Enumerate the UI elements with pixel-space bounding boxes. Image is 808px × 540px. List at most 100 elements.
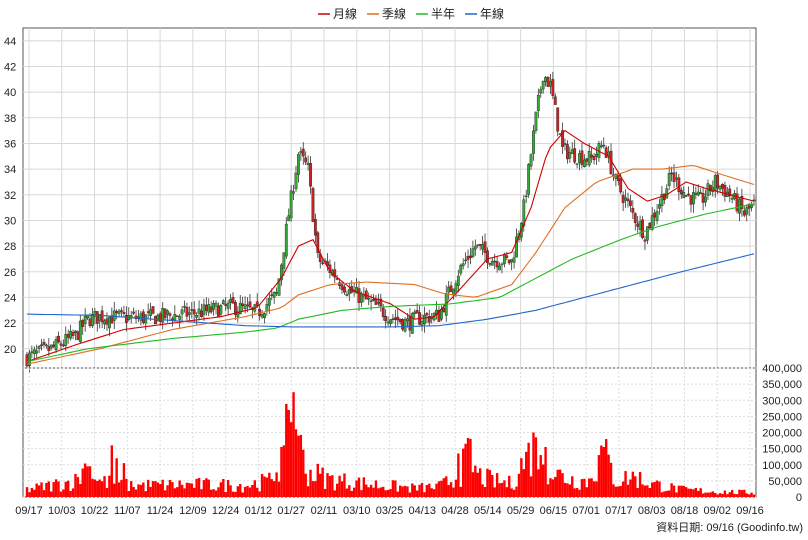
- candle-body: [292, 191, 295, 194]
- volume-bar: [190, 483, 193, 497]
- candle-body: [575, 163, 579, 165]
- candle-body: [541, 80, 545, 90]
- candle-body: [367, 297, 371, 300]
- volume-bar: [483, 487, 487, 497]
- candle-body: [71, 332, 75, 336]
- candle-body: [115, 311, 119, 314]
- volume-bar: [91, 478, 94, 497]
- candle-body: [132, 311, 136, 314]
- volume-bar: [452, 487, 455, 497]
- candle-body: [466, 256, 470, 260]
- candle-body: [270, 294, 274, 296]
- volume-bar: [694, 487, 698, 497]
- price-ytick-11: 42: [4, 61, 16, 73]
- candle-body: [452, 288, 455, 296]
- volume-bar: [367, 487, 370, 497]
- volume-bar: [493, 487, 496, 497]
- candle-body: [476, 244, 480, 246]
- volume-bar: [498, 483, 501, 497]
- candle-body: [40, 344, 43, 346]
- candle-body: [306, 162, 310, 165]
- volume-bar: [316, 463, 319, 497]
- candle-body: [374, 298, 378, 305]
- volume-bar: [711, 491, 715, 497]
- candle-body: [536, 94, 540, 111]
- volume-bar: [328, 476, 332, 497]
- candle-body: [694, 192, 698, 195]
- candle-body: [195, 315, 199, 318]
- volume-bar: [57, 481, 60, 497]
- candle-body: [512, 257, 516, 263]
- volume-y-axis: 0 50,000 100,000 150,000 200,000 250,000 300,0…: [762, 363, 802, 504]
- vol-ytick-6: 300,000: [762, 395, 802, 407]
- volume-bar: [626, 484, 630, 497]
- candle-body: [539, 89, 543, 94]
- volume-bar: [706, 492, 710, 497]
- candle-body: [282, 252, 286, 269]
- volume-bar: [382, 486, 385, 497]
- volume-bar: [163, 490, 167, 497]
- candle-body: [217, 305, 220, 318]
- candle-body: [83, 315, 87, 324]
- volume-bar: [222, 478, 225, 497]
- volume-bar: [287, 409, 290, 497]
- volume-bar: [629, 479, 632, 497]
- volume-bar: [52, 482, 55, 497]
- volume-bar: [544, 447, 547, 497]
- candle-body: [141, 311, 145, 323]
- price-ytick-10: 40: [4, 87, 16, 99]
- volume-bar: [263, 476, 266, 497]
- candle-body: [420, 320, 424, 326]
- volume-bar: [275, 472, 278, 497]
- volume-bar: [81, 468, 84, 497]
- volume-bar: [231, 491, 235, 497]
- volume-bar: [45, 482, 48, 497]
- volume-bar: [139, 484, 143, 497]
- volume-bar: [578, 489, 581, 497]
- volume-bar: [28, 492, 31, 497]
- candle-body: [333, 269, 337, 278]
- x-axis-date-labels: 09/17 10/03 10/22 11/07 11/24 12/09 12/24 01/12…: [15, 505, 764, 517]
- x-tick-16: 06/15: [540, 505, 568, 517]
- candle-body: [532, 130, 535, 154]
- volume-bar: [183, 488, 186, 497]
- candle-body: [316, 232, 320, 254]
- volume-bar: [219, 482, 223, 497]
- volume-bar: [718, 493, 722, 497]
- volume-bar: [595, 481, 598, 497]
- candle-body: [507, 259, 511, 264]
- candle-body: [566, 144, 569, 160]
- candle-body: [207, 304, 211, 313]
- candle-body: [345, 294, 349, 296]
- volume-bar: [651, 482, 654, 497]
- legend-label-2: 半年: [431, 7, 455, 21]
- candle-body: [386, 321, 390, 324]
- candle-body: [30, 351, 34, 353]
- candle-body: [313, 219, 317, 236]
- volume-bar: [684, 487, 688, 497]
- candle-body: [236, 311, 240, 317]
- volume-bar: [716, 494, 719, 497]
- volume-bar: [704, 492, 707, 497]
- candle-body: [369, 300, 373, 302]
- volume-bar: [512, 489, 516, 497]
- volume-bar: [66, 480, 70, 497]
- volume-bar: [614, 486, 618, 497]
- volume-bar: [270, 479, 273, 497]
- candle-body: [100, 310, 104, 323]
- candle-body: [410, 313, 414, 334]
- volume-bar: [503, 480, 506, 497]
- candle-body: [246, 304, 249, 307]
- volume-bar: [692, 489, 695, 497]
- candle-body: [59, 343, 63, 346]
- legend-label-0: 月線: [333, 6, 357, 21]
- candle-body: [486, 250, 489, 263]
- candle-body: [549, 81, 552, 87]
- candle-body: [154, 316, 157, 325]
- volume-bar: [617, 486, 620, 497]
- volume-bar: [236, 486, 240, 497]
- volume-bar: [352, 487, 356, 497]
- volume-bar: [277, 481, 281, 497]
- volume-bar: [338, 475, 341, 497]
